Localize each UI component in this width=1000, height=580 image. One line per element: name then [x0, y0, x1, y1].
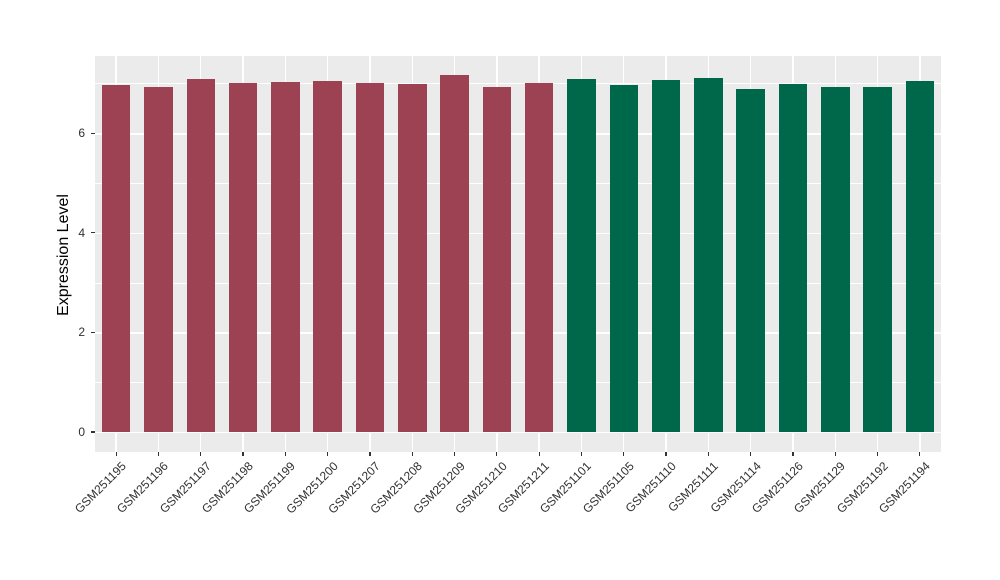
x-tick-mark — [327, 452, 329, 456]
y-tick-mark — [91, 232, 95, 234]
y-tick-label: 6 — [78, 126, 85, 141]
bar-GSM251129 — [821, 87, 850, 432]
x-tick-mark — [369, 452, 371, 456]
x-tick-mark — [538, 452, 540, 456]
bar-GSM251209 — [440, 74, 469, 432]
minor-gridline — [95, 282, 941, 284]
bar-GSM251192 — [863, 87, 892, 432]
major-gridline — [95, 432, 941, 434]
bar-GSM251101 — [567, 79, 596, 432]
bar-GSM251126 — [778, 84, 808, 432]
bar-GSM251111 — [694, 77, 723, 432]
y-tick-mark — [91, 132, 95, 134]
minor-gridline — [95, 183, 941, 184]
bar-GSM251114 — [736, 89, 765, 432]
bar-GSM251110 — [651, 80, 681, 432]
y-tick-label: 0 — [78, 425, 85, 439]
minor-gridline — [95, 83, 941, 85]
bar-GSM251194 — [905, 80, 935, 432]
bar-GSM251208 — [398, 84, 427, 432]
bar-GSM251200 — [313, 81, 342, 432]
x-tick-mark — [876, 452, 879, 456]
x-tick-mark — [580, 452, 583, 456]
x-tick-mark — [496, 452, 498, 456]
y-tick-mark — [91, 331, 95, 333]
x-tick-label: GSM251199 — [241, 459, 299, 516]
x-tick-mark — [919, 452, 921, 456]
bar-GSM251196 — [144, 87, 173, 432]
x-tick-label: GSM251111 — [665, 459, 722, 515]
minor-gridline — [95, 382, 941, 383]
y-tick-label: 4 — [78, 225, 85, 240]
x-tick-mark — [284, 452, 286, 456]
y-tick-mark — [91, 431, 95, 433]
x-tick-mark — [792, 452, 794, 456]
x-tick-mark — [834, 452, 836, 456]
major-gridline — [95, 133, 941, 135]
bar-GSM251207 — [355, 82, 385, 432]
bar-GSM251195 — [101, 85, 131, 432]
x-tick-mark — [411, 452, 413, 456]
x-tick-mark — [242, 452, 244, 456]
x-tick-mark — [665, 452, 667, 456]
x-tick-mark — [115, 452, 117, 456]
x-tick-mark — [200, 452, 202, 456]
bar-GSM251105 — [609, 84, 638, 432]
major-gridline — [95, 232, 941, 235]
x-tick-label: GSM251196 — [114, 459, 172, 516]
x-tick-mark — [750, 452, 752, 456]
bar-GSM251198 — [228, 83, 258, 432]
bar-GSM251210 — [482, 86, 512, 432]
y-tick-label: 2 — [78, 325, 85, 340]
bar-GSM251197 — [186, 78, 215, 432]
plot-panel — [95, 56, 941, 452]
x-tick-label: GSM251194 — [875, 459, 933, 516]
x-tick-mark — [623, 452, 625, 456]
x-tick-mark — [453, 452, 456, 456]
bar-GSM251199 — [271, 81, 300, 432]
x-tick-label: GSM251208 — [367, 459, 426, 517]
x-tick-label: GSM251129 — [791, 459, 849, 516]
x-tick-mark — [157, 452, 160, 456]
bar-GSM251211 — [524, 83, 554, 432]
major-gridline — [95, 332, 941, 334]
x-tick-label: GSM251101 — [537, 459, 595, 516]
x-tick-mark — [707, 452, 709, 456]
y-axis-title: Expression Level — [55, 194, 72, 316]
